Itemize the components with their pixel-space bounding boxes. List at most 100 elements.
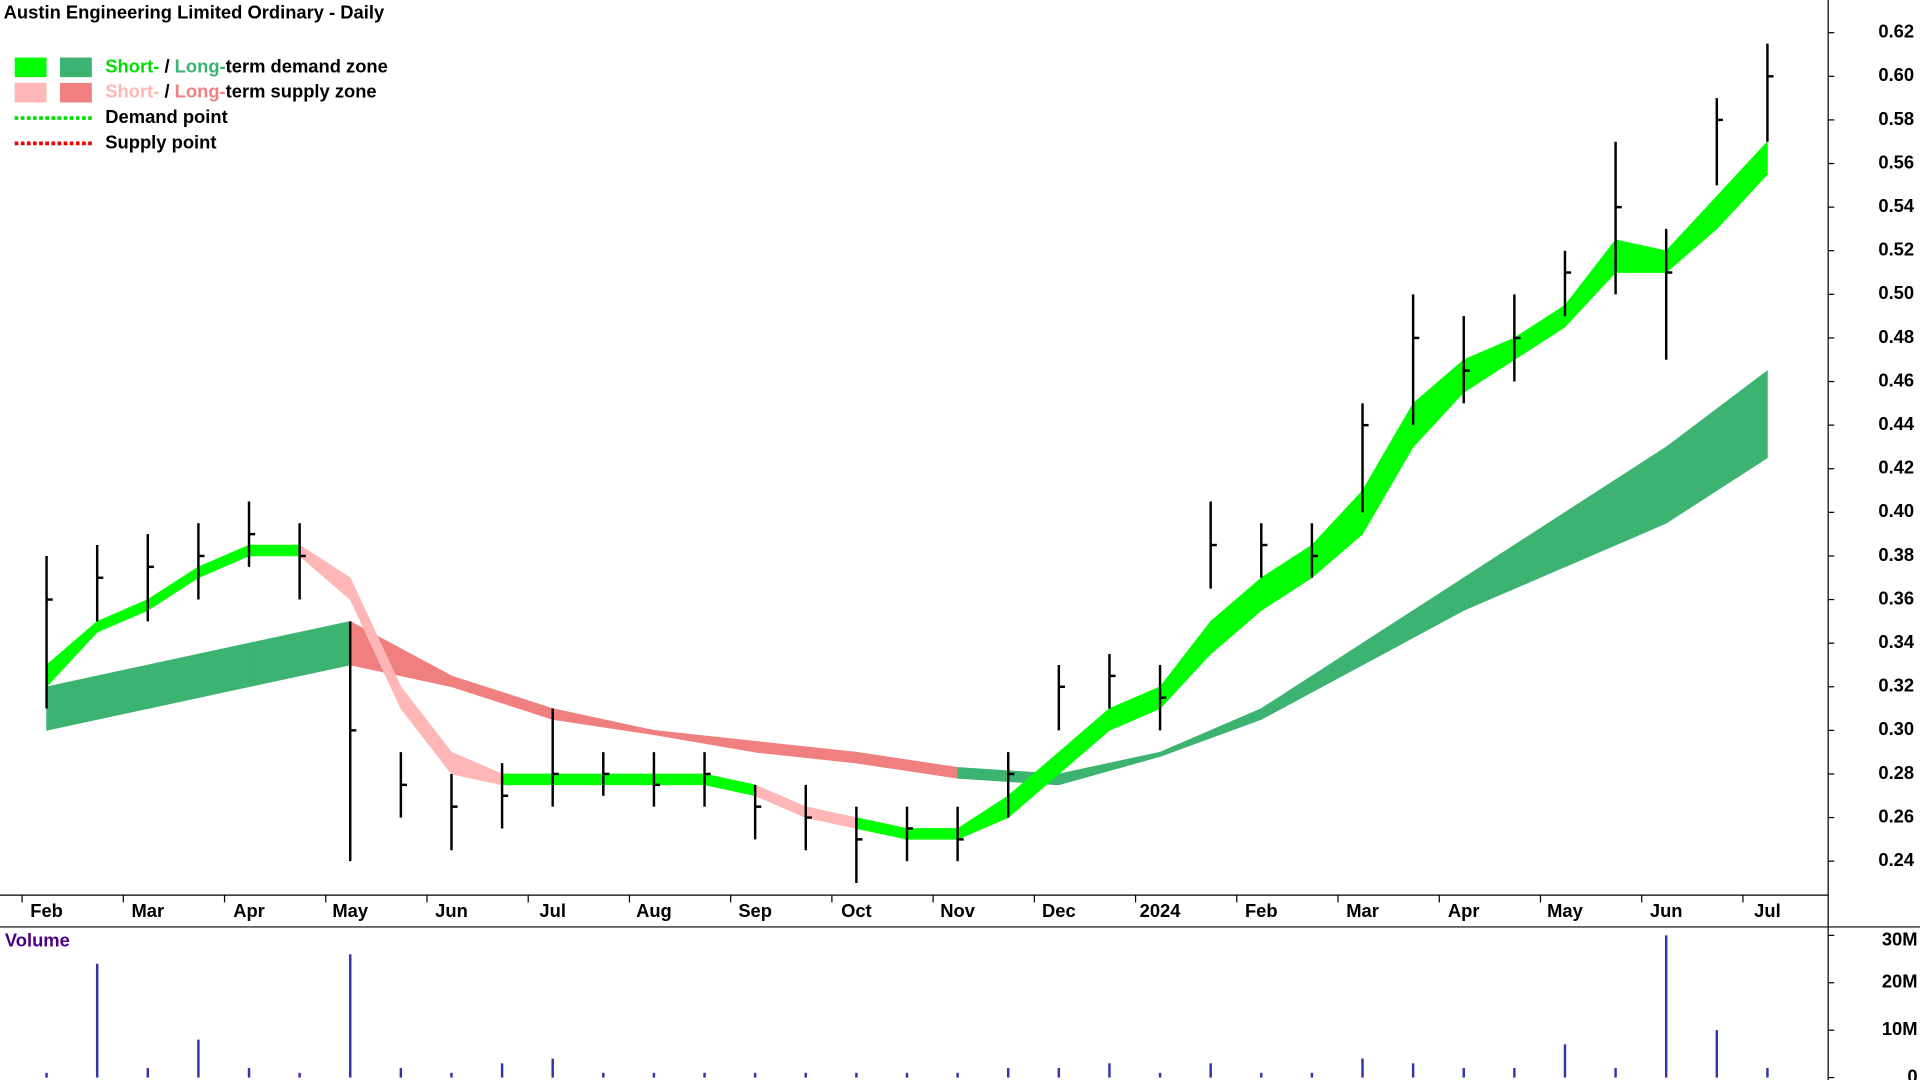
volume-bar: [1563, 1044, 1567, 1078]
y-tick-label: 0.40: [1878, 500, 1914, 521]
legend-text: /: [159, 81, 174, 102]
y-tick-label: 0.48: [1878, 326, 1914, 347]
volume-bar: [1664, 935, 1668, 1078]
volume-tick-label: 30M: [1882, 928, 1918, 949]
x-tick-label: Jul: [1754, 900, 1781, 921]
legend-text: Short-: [105, 81, 159, 102]
short-zone: [653, 773, 705, 786]
x-tick-label: Feb: [1245, 900, 1278, 921]
x-tick-label: Mar: [1346, 900, 1379, 921]
y-tick-label: 0.60: [1878, 64, 1914, 85]
y-tick-label: 0.42: [1878, 457, 1914, 478]
volume-bar: [1715, 1030, 1719, 1078]
y-tick-label: 0.32: [1878, 675, 1914, 696]
x-tick-label: Jul: [539, 900, 566, 921]
y-tick-label: 0.56: [1878, 151, 1914, 172]
volume-bar: [1361, 1058, 1364, 1078]
y-tick-label: 0.50: [1878, 282, 1914, 303]
x-tick-label: Feb: [30, 900, 63, 921]
long-zone: [1665, 370, 1768, 524]
legend-entry: Demand point: [105, 106, 227, 127]
y-tick-label: 0.30: [1878, 718, 1914, 739]
volume-bar: [450, 1072, 453, 1078]
y-tick-label: 0.28: [1878, 762, 1914, 783]
legend-text: Long-: [175, 81, 226, 102]
volume-tick-label: 0: [1907, 1065, 1917, 1080]
volume-bar: [1411, 1063, 1415, 1078]
volume-bar: [804, 1072, 807, 1078]
y-tick-label: 0.44: [1878, 413, 1915, 434]
x-tick-label: Oct: [841, 900, 872, 921]
volume-bar: [1513, 1068, 1516, 1078]
x-tick-label: Nov: [940, 900, 975, 921]
legend-text: Supply point: [105, 131, 216, 152]
volume-bar: [45, 1072, 48, 1078]
x-tick-label: Jun: [1650, 900, 1683, 921]
x-tick-label: Mar: [131, 900, 164, 921]
volume-bar: [146, 1068, 150, 1078]
y-tick-label: 0.26: [1878, 805, 1914, 826]
legend-swatch: [60, 82, 92, 103]
short-zone: [501, 773, 554, 786]
volume-bar: [652, 1072, 656, 1078]
volume-bar: [1006, 1068, 1010, 1078]
legend-entry: Supply point: [105, 131, 216, 152]
volume-bar: [905, 1072, 909, 1078]
legend-swatch: [60, 57, 92, 78]
volume-bar: [602, 1072, 605, 1078]
x-tick-label: 2024: [1140, 900, 1182, 921]
volume-tick-label: 10M: [1882, 1018, 1918, 1039]
x-tick-label: Dec: [1042, 900, 1076, 921]
y-tick-label: 0.52: [1878, 239, 1914, 260]
volume-bar: [1209, 1063, 1212, 1078]
volume-bar: [399, 1068, 403, 1078]
volume-bar: [298, 1072, 301, 1078]
volume-bar: [95, 963, 99, 1078]
legend-swatch: [14, 82, 47, 103]
x-tick-label: Aug: [636, 900, 672, 921]
volume-tick-label: 20M: [1882, 971, 1918, 992]
volume-bar: [855, 1072, 858, 1078]
x-tick-label: Sep: [738, 900, 772, 921]
volume-bar: [1158, 1072, 1162, 1078]
volume-bar: [1310, 1072, 1314, 1078]
chart-title: Austin Engineering Limited Ordinary - Da…: [4, 1, 385, 22]
volume-bar: [1108, 1063, 1111, 1078]
legend-text: term demand zone: [226, 55, 388, 76]
legend-text: /: [159, 55, 174, 76]
y-tick-label: 0.54: [1878, 195, 1915, 216]
x-tick-label: Apr: [233, 900, 265, 921]
volume-bar: [1057, 1068, 1061, 1078]
volume-bar: [197, 1039, 200, 1078]
volume-label: Volume: [5, 929, 70, 950]
short-zone: [248, 544, 300, 557]
y-tick-label: 0.62: [1878, 21, 1914, 42]
legend-entry: Short- / Long-term supply zone: [105, 81, 376, 102]
volume-bar: [1260, 1072, 1263, 1078]
y-tick-label: 0.36: [1878, 587, 1914, 608]
short-zone: [552, 773, 604, 786]
volume-bar: [1766, 1068, 1769, 1078]
volume-bar: [956, 1072, 959, 1078]
x-tick-label: Apr: [1448, 900, 1480, 921]
y-tick-label: 0.38: [1878, 544, 1914, 565]
legend-entry: Short- / Long-term demand zone: [105, 55, 388, 76]
volume-bar: [703, 1072, 706, 1078]
volume-bar: [551, 1058, 554, 1078]
legend-text: term supply zone: [226, 81, 377, 102]
legend-text: Short-: [105, 55, 159, 76]
volume-bar: [1462, 1068, 1465, 1078]
volume-bar: [753, 1072, 757, 1078]
x-tick-label: Jun: [435, 900, 468, 921]
short-zone: [906, 828, 958, 840]
legend-text: Demand point: [105, 106, 227, 127]
volume-bar: [500, 1063, 504, 1078]
volume-bar: [247, 1068, 251, 1078]
y-tick-label: 0.24: [1878, 849, 1915, 870]
x-tick-label: May: [332, 900, 369, 921]
legend-text: Long-: [175, 55, 226, 76]
short-zone: [1716, 140, 1768, 230]
x-tick-label: May: [1547, 900, 1584, 921]
